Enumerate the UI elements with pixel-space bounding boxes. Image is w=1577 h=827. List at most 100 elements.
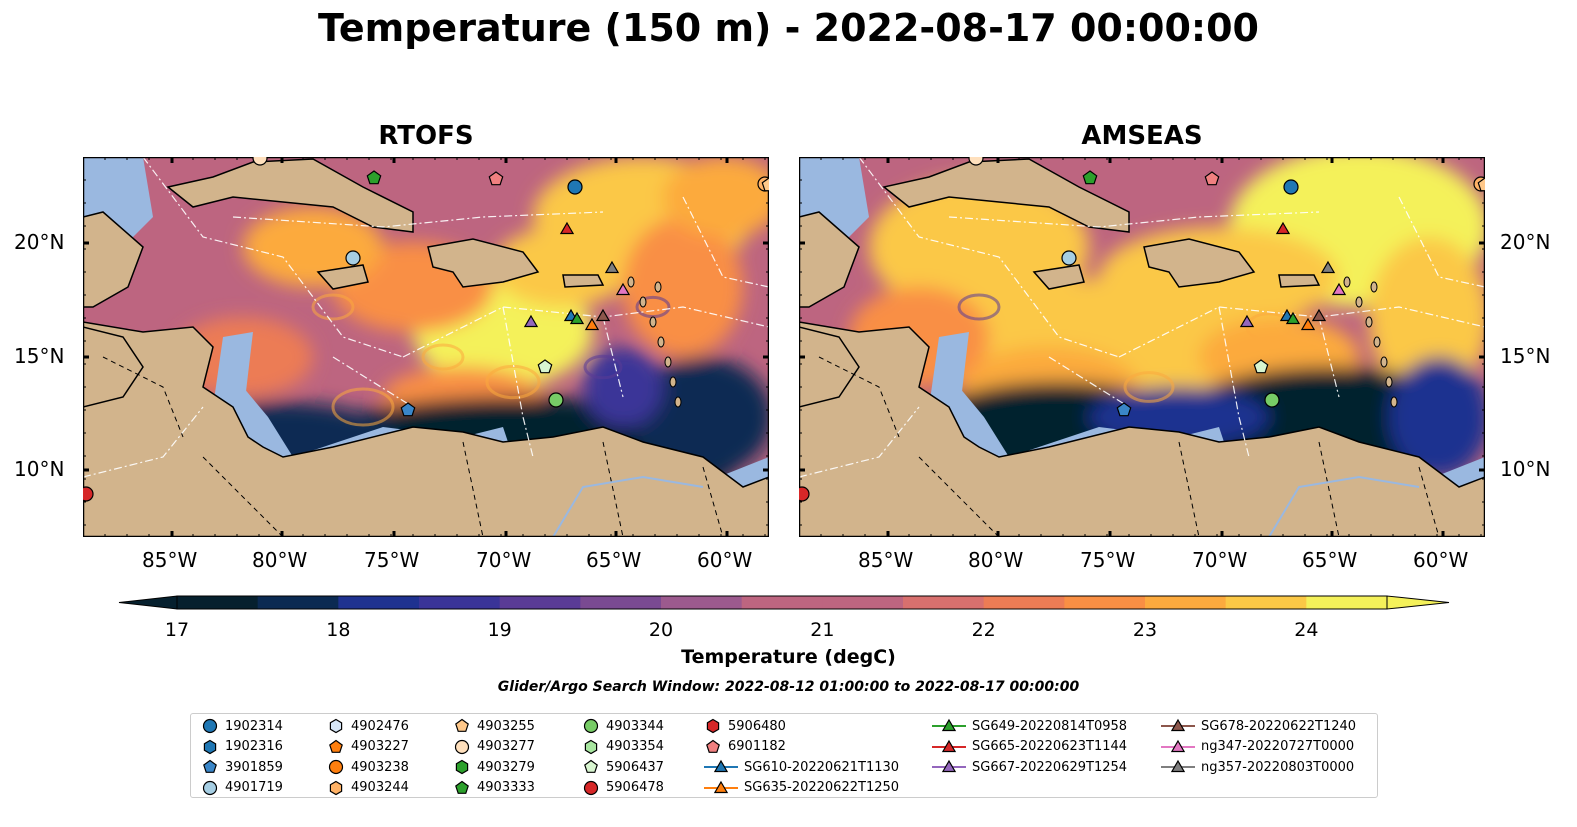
float-marker bbox=[1477, 177, 1485, 192]
legend-marker-icon bbox=[329, 739, 343, 753]
legend-item: 1902316 bbox=[201, 738, 283, 756]
legend-marker-icon bbox=[932, 718, 966, 732]
river bbox=[552, 475, 704, 537]
land-central-south-america bbox=[83, 321, 769, 537]
land-island bbox=[649, 316, 657, 328]
country-border bbox=[1178, 441, 1200, 537]
legend-marker-icon bbox=[1161, 739, 1195, 752]
colorbar-segment bbox=[1145, 596, 1227, 609]
legend-marker-icon bbox=[203, 739, 217, 754]
eez-boundary bbox=[948, 211, 1320, 228]
legend-item: 4903344 bbox=[582, 717, 664, 735]
lat-tick-label: 10°N bbox=[14, 457, 65, 481]
lon-tick-label: 65°W bbox=[586, 548, 642, 572]
float-marker bbox=[615, 282, 631, 296]
legend-marker-icon bbox=[704, 780, 738, 793]
eez-boundary bbox=[142, 157, 404, 358]
land-yucatan bbox=[83, 211, 144, 308]
map-ticks bbox=[799, 157, 1485, 537]
colorbar-tick-label: 21 bbox=[810, 619, 834, 641]
eez-boundary bbox=[502, 306, 534, 458]
float-marker bbox=[569, 311, 585, 325]
float-marker bbox=[537, 359, 553, 374]
legend-item: 5906480 bbox=[704, 717, 786, 735]
float-marker bbox=[595, 308, 611, 322]
minor-ticks bbox=[83, 157, 769, 537]
country-border bbox=[1318, 441, 1340, 537]
land-island bbox=[1365, 316, 1373, 328]
temperature-field bbox=[83, 157, 769, 537]
colorbar-tick-label: 24 bbox=[1294, 619, 1318, 641]
legend-marker-icon bbox=[455, 780, 469, 794]
legend-item: SG667-20220629T1254 bbox=[932, 758, 1127, 776]
legend-label: ng347-20220727T0000 bbox=[1201, 739, 1355, 754]
legend-label: 3901859 bbox=[225, 759, 283, 775]
legend-label: SG649-20220814T0958 bbox=[972, 718, 1128, 734]
legend-item: 5906437 bbox=[582, 758, 664, 776]
float-marker bbox=[83, 486, 94, 502]
lon-tick-label: 80°W bbox=[252, 548, 308, 572]
colorbar: 17 18 19 20 21 22 23 24 bbox=[118, 595, 1450, 641]
colorbar-extend-high bbox=[1386, 595, 1450, 610]
colorbar-segment bbox=[580, 596, 662, 609]
legend-marker-icon bbox=[203, 759, 217, 773]
land-island bbox=[654, 281, 662, 293]
lon-tick-label: 60°W bbox=[1413, 548, 1469, 572]
colorbar-segment bbox=[903, 596, 985, 609]
colorbar-tick-label: 18 bbox=[326, 619, 350, 641]
temperature-blob bbox=[1369, 237, 1485, 397]
lon-tick-label: 65°W bbox=[1302, 548, 1358, 572]
float-marker bbox=[584, 317, 600, 331]
temperature-blob bbox=[623, 217, 743, 357]
colorbar-tick-label: 17 bbox=[165, 619, 189, 641]
legend-label: 4903277 bbox=[477, 739, 535, 754]
shallow-water bbox=[929, 332, 969, 417]
legend-marker-icon bbox=[1161, 759, 1195, 773]
temperature-blob bbox=[633, 357, 769, 477]
eddy-swirl bbox=[311, 293, 355, 321]
eez-boundary bbox=[1318, 316, 1340, 398]
legend-item: 4903333 bbox=[453, 779, 535, 797]
colorbar-label: Temperature (degC) bbox=[681, 646, 896, 668]
float-marker bbox=[1285, 311, 1301, 325]
legend-marker-icon bbox=[202, 780, 218, 795]
colorbar-tick-label: 19 bbox=[488, 619, 512, 641]
lat-tick-label: 15°N bbox=[14, 344, 65, 368]
float-marker bbox=[1311, 308, 1327, 322]
legend-item: 4903279 bbox=[453, 758, 535, 776]
colorbar-tick-label: 22 bbox=[972, 619, 996, 641]
eez-boundary bbox=[232, 211, 604, 228]
eez-boundary bbox=[602, 316, 624, 398]
map-frame bbox=[83, 157, 769, 537]
float-marker bbox=[567, 179, 583, 195]
eddy-swirl bbox=[583, 354, 623, 380]
temperature-blob bbox=[663, 157, 769, 237]
temperature-blob bbox=[493, 227, 633, 307]
legend-item: ng357-20220803T0000 bbox=[1161, 758, 1354, 776]
legend-label: 4902476 bbox=[351, 718, 409, 734]
legend-marker-icon bbox=[329, 718, 343, 734]
legend-label: 1902316 bbox=[225, 739, 283, 754]
lon-tick-label: 70°W bbox=[1192, 548, 1248, 572]
land-cuba bbox=[882, 158, 1130, 233]
eddy-swirl bbox=[331, 387, 395, 427]
float-marker bbox=[559, 221, 575, 235]
legend-item: 4902476 bbox=[327, 717, 409, 735]
panel-title-amseas: AMSEAS bbox=[1081, 121, 1203, 151]
legend-marker-icon bbox=[328, 759, 344, 775]
legend-item: 5906478 bbox=[582, 779, 664, 797]
legend-label: ng357-20220803T0000 bbox=[1201, 759, 1355, 775]
eez-boundary bbox=[799, 406, 920, 478]
legend-item: 4903227 bbox=[327, 738, 409, 756]
land-yucatan bbox=[799, 211, 860, 308]
legend-label: SG678-20220622T1240 bbox=[1201, 718, 1357, 734]
lon-tick-label: 75°W bbox=[1080, 548, 1136, 572]
land-jamaica bbox=[316, 264, 369, 290]
lon-tick-label: 85°W bbox=[858, 548, 914, 572]
float-marker bbox=[252, 157, 268, 166]
land-central-america bbox=[83, 326, 144, 408]
float-marker bbox=[523, 314, 539, 328]
land-cuba bbox=[166, 158, 414, 233]
legend-label: 1902314 bbox=[225, 718, 283, 734]
colorbar-tick-label: 23 bbox=[1133, 619, 1157, 641]
